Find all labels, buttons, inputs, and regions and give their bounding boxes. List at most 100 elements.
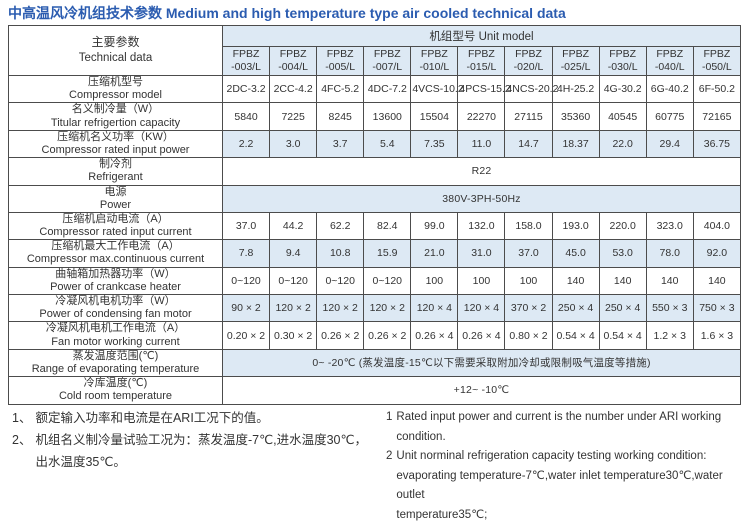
value-cell: 550 × 3: [645, 293, 694, 323]
value-cell: 31.0: [457, 239, 506, 268]
note-item: 1、 额定输入功率和电流是在ARI工况下的值。: [12, 408, 377, 430]
value-cell: 100: [504, 266, 553, 296]
note-number: 1: [386, 411, 393, 423]
value-cell-span: R22: [222, 157, 741, 186]
value-cell: 220.0: [598, 211, 647, 241]
column-header-model: FPBZ -025/L: [551, 46, 600, 76]
value-cell: 60775: [645, 102, 694, 131]
value-cell: 53.0: [598, 239, 647, 268]
value-cell: 0~120: [316, 266, 365, 296]
value-cell: 6G-40.2: [645, 74, 694, 104]
value-cell: 120 × 4: [410, 293, 459, 323]
value-cell: 140: [692, 266, 742, 296]
value-cell: 120 × 2: [269, 293, 318, 323]
table-row: 冷凝风机电机功率（W） Power of condensing fan motor…: [8, 293, 742, 323]
model-header-row: FPBZ -003/L FPBZ -004/L FPBZ -005/L FPBZ -007/L…: [9, 46, 742, 76]
note-number: 2: [386, 450, 393, 463]
value-cell: 29.4: [645, 129, 694, 159]
table-body: 压缩机型号 Compressor model 2DC-3.2 2CC-4.2 4FC-5…: [8, 74, 742, 405]
note-item: 1 Rated input power and current is the nu…: [386, 408, 746, 447]
technical-data-table: 主要参数 Technical data 机组型号 Unit model FPBZ…: [8, 25, 742, 405]
value-cell-span: 380V-3PH-50Hz: [222, 184, 741, 213]
table-row: 压缩机启动电流（A） Compressor rated input current…: [8, 211, 742, 241]
value-cell: 37.0: [221, 211, 271, 241]
note-item: 2、 机组名义制冷量试验工况为：蒸发温度-7℃,进水温度30℃， 出水温度35℃。: [12, 430, 377, 474]
value-cell: 140: [598, 266, 647, 296]
value-cell: 45.0: [551, 239, 600, 268]
value-cell: 82.4: [363, 211, 412, 241]
value-cell: 0.20 × 2: [221, 321, 271, 350]
column-header-model: FPBZ -040/L: [645, 46, 694, 76]
column-header-model: FPBZ -015/L: [457, 46, 506, 76]
header-row-top: 主要参数 Technical data 机组型号 Unit model: [8, 25, 741, 76]
value-cell: 14.7: [504, 129, 553, 159]
value-cell: 4G-30.2: [598, 74, 647, 104]
value-cell: 140: [551, 266, 600, 296]
value-cell: 21.0: [410, 239, 459, 268]
row-label: 电源 Power: [8, 184, 223, 213]
notes-zh: 1、 额定输入功率和电流是在ARI工况下的值。 2、 机组名义制冷量试验工况为：蒸发温…: [12, 408, 377, 474]
value-cell: 9.4: [269, 239, 318, 268]
value-cell: 0.54 × 4: [551, 321, 600, 350]
value-cell: 0~120: [221, 266, 271, 296]
table-row: 电源 Power 380V-3PH-50Hz: [8, 184, 741, 213]
column-header-model: FPBZ -003/L: [221, 46, 271, 76]
value-cell: 99.0: [410, 211, 459, 241]
row-label: 压缩机最大工作电流（A） Compressor max.continuous cu…: [8, 239, 223, 268]
value-cell: 4NCS-20.2: [504, 74, 558, 104]
table-row: 蒸发温度范围(℃) Range of evaporating temperatur…: [8, 348, 741, 378]
value-cell: 6F-50.2: [692, 74, 742, 104]
value-cell: 3.0: [269, 129, 318, 159]
value-cell: 0~120: [363, 266, 412, 296]
table-row: 制冷剂 Refrigerant R22: [8, 157, 741, 186]
value-cell: 250 × 4: [551, 293, 600, 323]
row-label: 制冷剂 Refrigerant: [8, 157, 223, 186]
value-cell: 370 × 2: [504, 293, 553, 323]
value-cell: 158.0: [504, 211, 553, 241]
value-cell: 0.30 × 2: [269, 321, 318, 350]
note-text: Rated input power and current is the num…: [396, 411, 722, 443]
value-cell: 13600: [363, 102, 412, 131]
table-row: 冷凝风机电机工作电流（A） Fan motor working current 0.…: [8, 321, 742, 350]
table-row: 压缩机型号 Compressor model 2DC-3.2 2CC-4.2 4FC-5…: [8, 74, 742, 104]
value-cell: 0~120: [269, 266, 318, 296]
value-cell: 10.8: [316, 239, 365, 268]
value-cell: 120 × 2: [363, 293, 412, 323]
row-label: 压缩机型号 Compressor model: [8, 74, 223, 104]
note-item: 2 Unit norminal refrigeration capacity te…: [386, 447, 746, 525]
column-header-model: FPBZ -004/L: [269, 46, 318, 76]
row-label: 压缩机启动电流（A） Compressor rated input current: [8, 211, 223, 241]
value-cell: 8245: [316, 102, 365, 131]
value-cell: 4PCS-15.2: [457, 74, 511, 104]
row-label: 冷凝风机电机功率（W） Power of condensing fan motor: [8, 293, 223, 323]
row-label: 名义制冷量（W） Titular refrigertion capacity: [8, 102, 223, 131]
value-cell: 0.26 × 2: [316, 321, 365, 350]
row-label: 蒸发温度范围(℃) Range of evaporating temperatur…: [8, 348, 223, 378]
value-cell: 100: [410, 266, 459, 296]
value-cell: 0.80 × 2: [504, 321, 553, 350]
corner-header-en: Technical data: [78, 51, 153, 64]
value-cell: 27115: [504, 102, 553, 131]
value-cell: 90 × 2: [221, 293, 271, 323]
value-cell: 22.0: [598, 129, 647, 159]
value-cell: 62.2: [316, 211, 365, 241]
page-title: 中高温风冷机组技术参数 Medium and high temperature …: [8, 5, 566, 21]
value-cell: 0.26 × 2: [363, 321, 412, 350]
value-cell: 7.8: [221, 239, 271, 268]
column-header-model: FPBZ -007/L: [363, 46, 412, 76]
value-cell: 3.7: [316, 129, 365, 159]
table-row: 压缩机最大工作电流（A） Compressor max.continuous cu…: [8, 239, 742, 268]
value-cell: 250 × 4: [598, 293, 647, 323]
value-cell: 35360: [551, 102, 600, 131]
column-header-model: FPBZ -010/L: [410, 46, 459, 76]
value-cell: 11.0: [457, 129, 506, 159]
note-number: 1、: [12, 411, 32, 425]
value-cell: 0.26 × 4: [410, 321, 459, 350]
row-label: 压缩机名义功率（KW） Compressor rated input power: [8, 129, 223, 159]
value-cell: 2.2: [221, 129, 271, 159]
value-cell: 4DC-7.2: [363, 74, 412, 104]
value-cell: 120 × 2: [316, 293, 365, 323]
value-cell: 100: [457, 266, 506, 296]
corner-header-zh: 主要参数: [91, 35, 140, 50]
value-cell: 140: [645, 266, 694, 296]
